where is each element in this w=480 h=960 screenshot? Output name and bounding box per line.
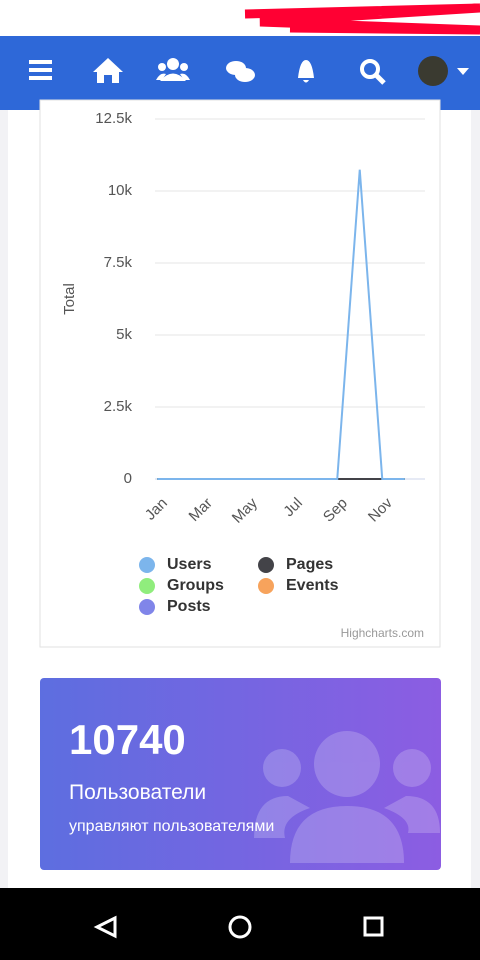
card-subtitle: управляют пользователями	[69, 818, 275, 835]
scribble	[244, 3, 480, 35]
line-series	[157, 169, 405, 480]
legend-label[interactable]: Groups	[167, 577, 224, 594]
bell-icon[interactable]	[298, 60, 314, 83]
y-tick-label: 0	[124, 470, 132, 487]
stat-card[interactable]: 10740 Пользователи управляют пользовател…	[40, 678, 441, 870]
card-count: 10740	[69, 716, 186, 763]
card-title: Пользователи	[69, 781, 207, 804]
users-icon	[254, 731, 440, 863]
legend-marker[interactable]	[258, 578, 274, 594]
y-tick-label: 10k	[108, 182, 133, 199]
system-nav	[0, 888, 480, 960]
home-icon[interactable]	[93, 58, 123, 83]
home-button[interactable]	[228, 915, 252, 939]
legend-marker[interactable]	[139, 599, 155, 615]
legend-label[interactable]: Events	[286, 577, 339, 594]
legend-marker[interactable]	[258, 557, 274, 573]
y-tick-label: 7.5k	[104, 254, 133, 271]
y-tick-label: 5k	[116, 326, 132, 343]
status-bar	[0, 0, 480, 36]
credits[interactable]: Highcharts.com	[341, 626, 424, 640]
y-tick-label: 12.5k	[95, 110, 132, 127]
y-tick-label: 2.5k	[104, 398, 133, 415]
recents-button[interactable]	[363, 916, 384, 937]
legend-marker[interactable]	[139, 578, 155, 594]
navbar	[0, 36, 480, 110]
friends-icon[interactable]	[167, 58, 179, 70]
chart: Total Highcharts.com 0 2.5k 5k 7.5k 10k 12.5k…	[39, 99, 441, 648]
legend-label[interactable]: Posts	[167, 598, 211, 615]
legend-marker[interactable]	[139, 557, 155, 573]
back-button[interactable]	[93, 915, 117, 939]
avatar[interactable]	[418, 56, 448, 86]
y-axis-title: Total	[61, 283, 78, 315]
legend-label[interactable]: Users	[167, 556, 212, 573]
legend-label[interactable]: Pages	[286, 556, 333, 573]
menu-icon[interactable]	[29, 60, 52, 64]
search-icon[interactable]	[360, 59, 380, 79]
